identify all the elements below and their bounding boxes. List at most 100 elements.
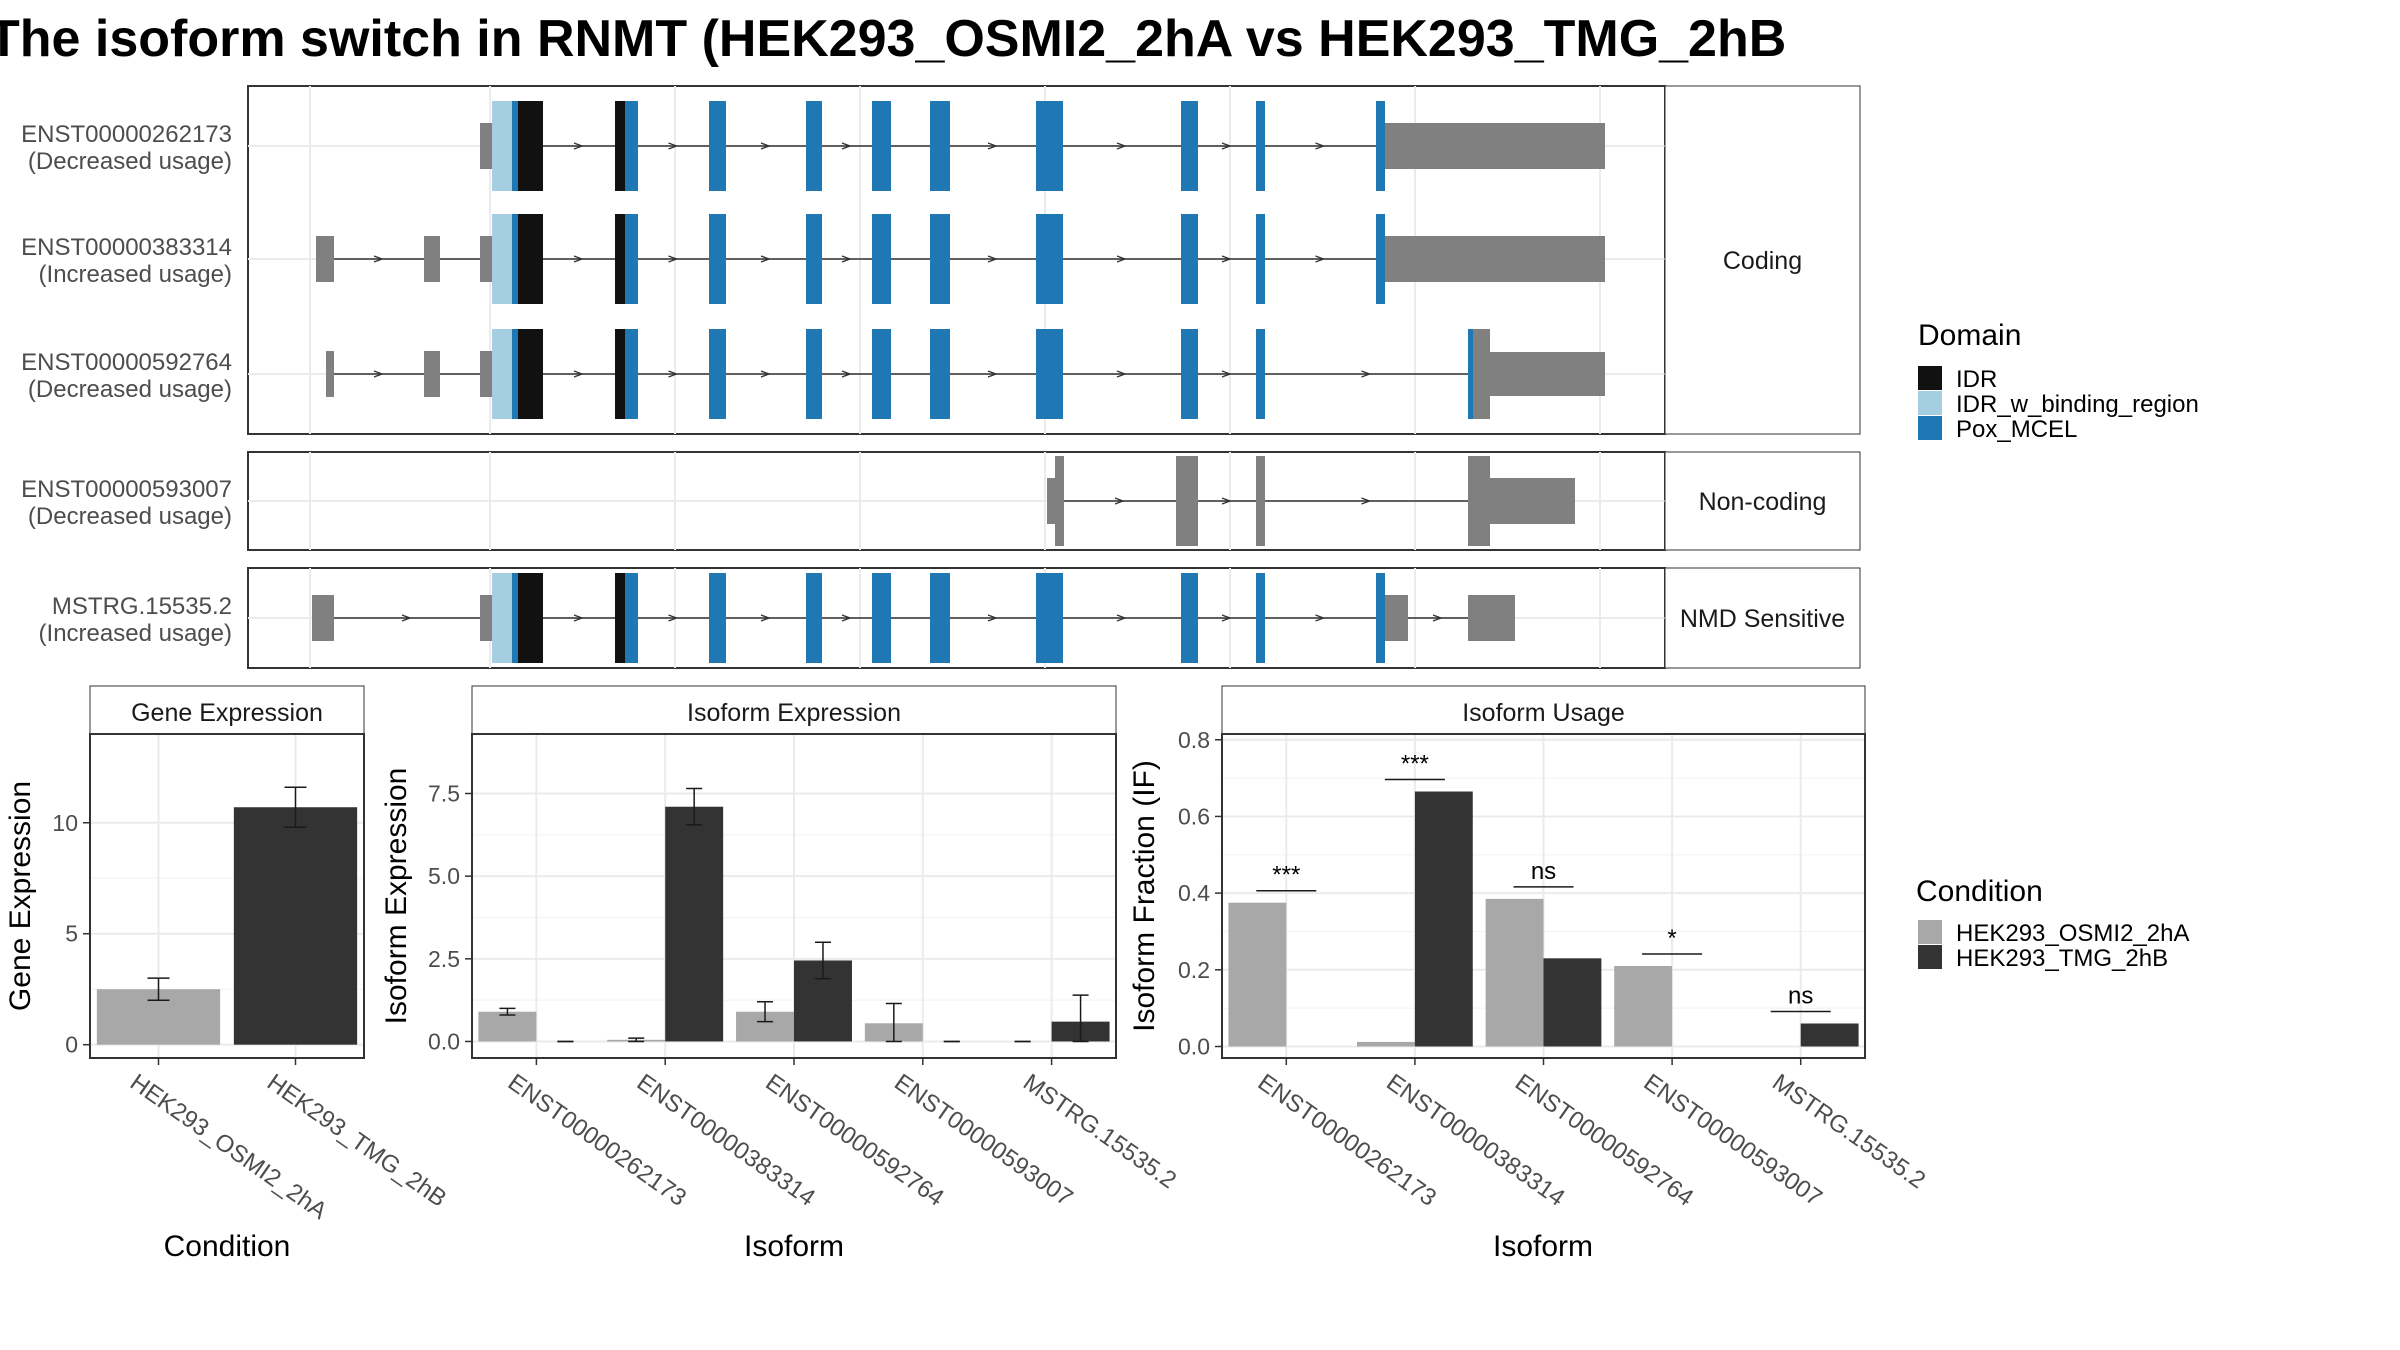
intron-arrow bbox=[373, 255, 384, 263]
bar bbox=[665, 806, 724, 1042]
intron-arrow bbox=[401, 614, 412, 622]
intron-arrow bbox=[1116, 255, 1127, 263]
legend-label: HEK293_TMG_2hB bbox=[1956, 945, 2168, 972]
transcript-structure-panel: Coding Non-coding NMD Sensitive ENST0000026… bbox=[21, 85, 1861, 669]
exon-utr bbox=[1473, 329, 1490, 419]
intron-arrow bbox=[1221, 614, 1232, 622]
transcript-usage-label: (Increased usage) bbox=[39, 261, 232, 288]
exon-domain bbox=[1468, 329, 1473, 419]
intron-arrow bbox=[573, 614, 584, 622]
exon-domain bbox=[709, 573, 726, 663]
exon-domain bbox=[615, 101, 625, 191]
exon-domain bbox=[518, 214, 543, 304]
exon-domain bbox=[518, 329, 543, 419]
facet-strip bbox=[1221, 685, 1866, 735]
exon-domain bbox=[625, 329, 638, 419]
exon-domain bbox=[512, 101, 518, 191]
figure-title: The isoform switch in RNMT (HEK293_OSMI2… bbox=[0, 10, 1786, 68]
exon-domain bbox=[930, 329, 950, 419]
exon-domain bbox=[872, 573, 891, 663]
legend-title: Condition bbox=[1916, 875, 2043, 908]
y-axis-title: Isoform Expression bbox=[380, 768, 413, 1025]
bar bbox=[1414, 791, 1473, 1047]
y-tick-label: 0.4 bbox=[1178, 880, 1210, 906]
exon-domain bbox=[1181, 101, 1198, 191]
y-tick-label: 0.8 bbox=[1178, 727, 1210, 753]
exon-domain bbox=[872, 214, 891, 304]
x-axis-title: Condition bbox=[164, 1230, 291, 1263]
y-tick-label: 2.5 bbox=[428, 946, 460, 972]
intron-arrow bbox=[1116, 370, 1127, 378]
significance-label: * bbox=[1667, 925, 1676, 952]
exon-domain bbox=[625, 101, 638, 191]
bar bbox=[478, 1011, 537, 1042]
exon-utr bbox=[1490, 352, 1605, 396]
intron-arrow bbox=[841, 370, 852, 378]
legend-label: HEK293_OSMI2_2hA bbox=[1956, 920, 2189, 947]
intron-arrow bbox=[1221, 370, 1232, 378]
legend-title: Domain bbox=[1918, 319, 2021, 352]
exon-utr bbox=[1047, 478, 1055, 524]
exon-domain bbox=[1376, 573, 1385, 663]
exon-utr bbox=[1055, 456, 1064, 546]
intron-arrow bbox=[987, 370, 998, 378]
intron-arrow bbox=[1116, 614, 1127, 622]
intron-arrow bbox=[841, 255, 852, 263]
intron-arrow bbox=[1116, 142, 1127, 150]
exon-domain bbox=[625, 214, 638, 304]
facet-strip bbox=[471, 685, 1117, 735]
intron-arrow bbox=[1315, 142, 1326, 150]
exon-domain bbox=[709, 101, 726, 191]
exon-domain bbox=[872, 101, 891, 191]
y-tick-label: 0.0 bbox=[428, 1028, 460, 1054]
intron-arrow bbox=[760, 614, 771, 622]
facet-strip bbox=[89, 685, 365, 735]
isoform-usage-chart: Isoform Usage******ns*ns0.00.20.40.60.8E… bbox=[1128, 685, 1930, 1263]
exon-utr bbox=[1385, 123, 1605, 169]
intron-arrow bbox=[573, 370, 584, 378]
exon-utr bbox=[1385, 236, 1605, 282]
y-tick-label: 0.2 bbox=[1178, 957, 1210, 983]
exon-domain bbox=[615, 214, 625, 304]
significance-label: ns bbox=[1788, 982, 1813, 1009]
exon-domain bbox=[1256, 101, 1265, 191]
plot-frame bbox=[89, 733, 365, 1059]
y-tick-label: 0 bbox=[65, 1032, 78, 1058]
significance-label: ns bbox=[1531, 858, 1556, 885]
y-axis-title: Isoform Fraction (IF) bbox=[1128, 760, 1161, 1032]
transcript-usage-label: (Decreased usage) bbox=[28, 503, 232, 530]
exon-domain bbox=[1181, 573, 1198, 663]
isoform-expression-chart: Isoform Expression0.02.55.07.5ENST000002… bbox=[380, 685, 1181, 1263]
intron-arrow bbox=[1361, 370, 1372, 378]
intron-arrow bbox=[1221, 255, 1232, 263]
intron-arrow bbox=[760, 370, 771, 378]
intron-arrow bbox=[1315, 255, 1326, 263]
legend-key bbox=[1918, 920, 1942, 944]
exon-domain bbox=[709, 329, 726, 419]
exon-utr bbox=[1468, 595, 1515, 641]
transcript-usage-label: (Increased usage) bbox=[39, 620, 232, 647]
intron-arrow bbox=[1221, 142, 1232, 150]
exon-domain bbox=[1256, 573, 1265, 663]
exon-domain bbox=[1036, 101, 1063, 191]
exon-domain bbox=[615, 573, 625, 663]
exon-domain bbox=[492, 101, 512, 191]
facet-strip bbox=[1664, 85, 1861, 435]
exon-domain bbox=[1181, 329, 1198, 419]
y-axis-title: Gene Expression bbox=[4, 781, 37, 1011]
intron-arrow bbox=[573, 255, 584, 263]
intron-arrow bbox=[668, 142, 679, 150]
exon-utr bbox=[1468, 456, 1490, 546]
exon-utr bbox=[1385, 595, 1408, 641]
x-axis-title: Isoform bbox=[744, 1230, 844, 1263]
exon-utr bbox=[480, 236, 492, 282]
exon-domain bbox=[1376, 214, 1385, 304]
exon-domain bbox=[512, 329, 518, 419]
bar bbox=[233, 807, 358, 1045]
exon-domain bbox=[492, 573, 512, 663]
bar bbox=[1543, 958, 1602, 1047]
exon-domain bbox=[615, 329, 625, 419]
exon-utr bbox=[316, 236, 334, 282]
transcript-label: MSTRG.15535.2 bbox=[52, 593, 232, 620]
